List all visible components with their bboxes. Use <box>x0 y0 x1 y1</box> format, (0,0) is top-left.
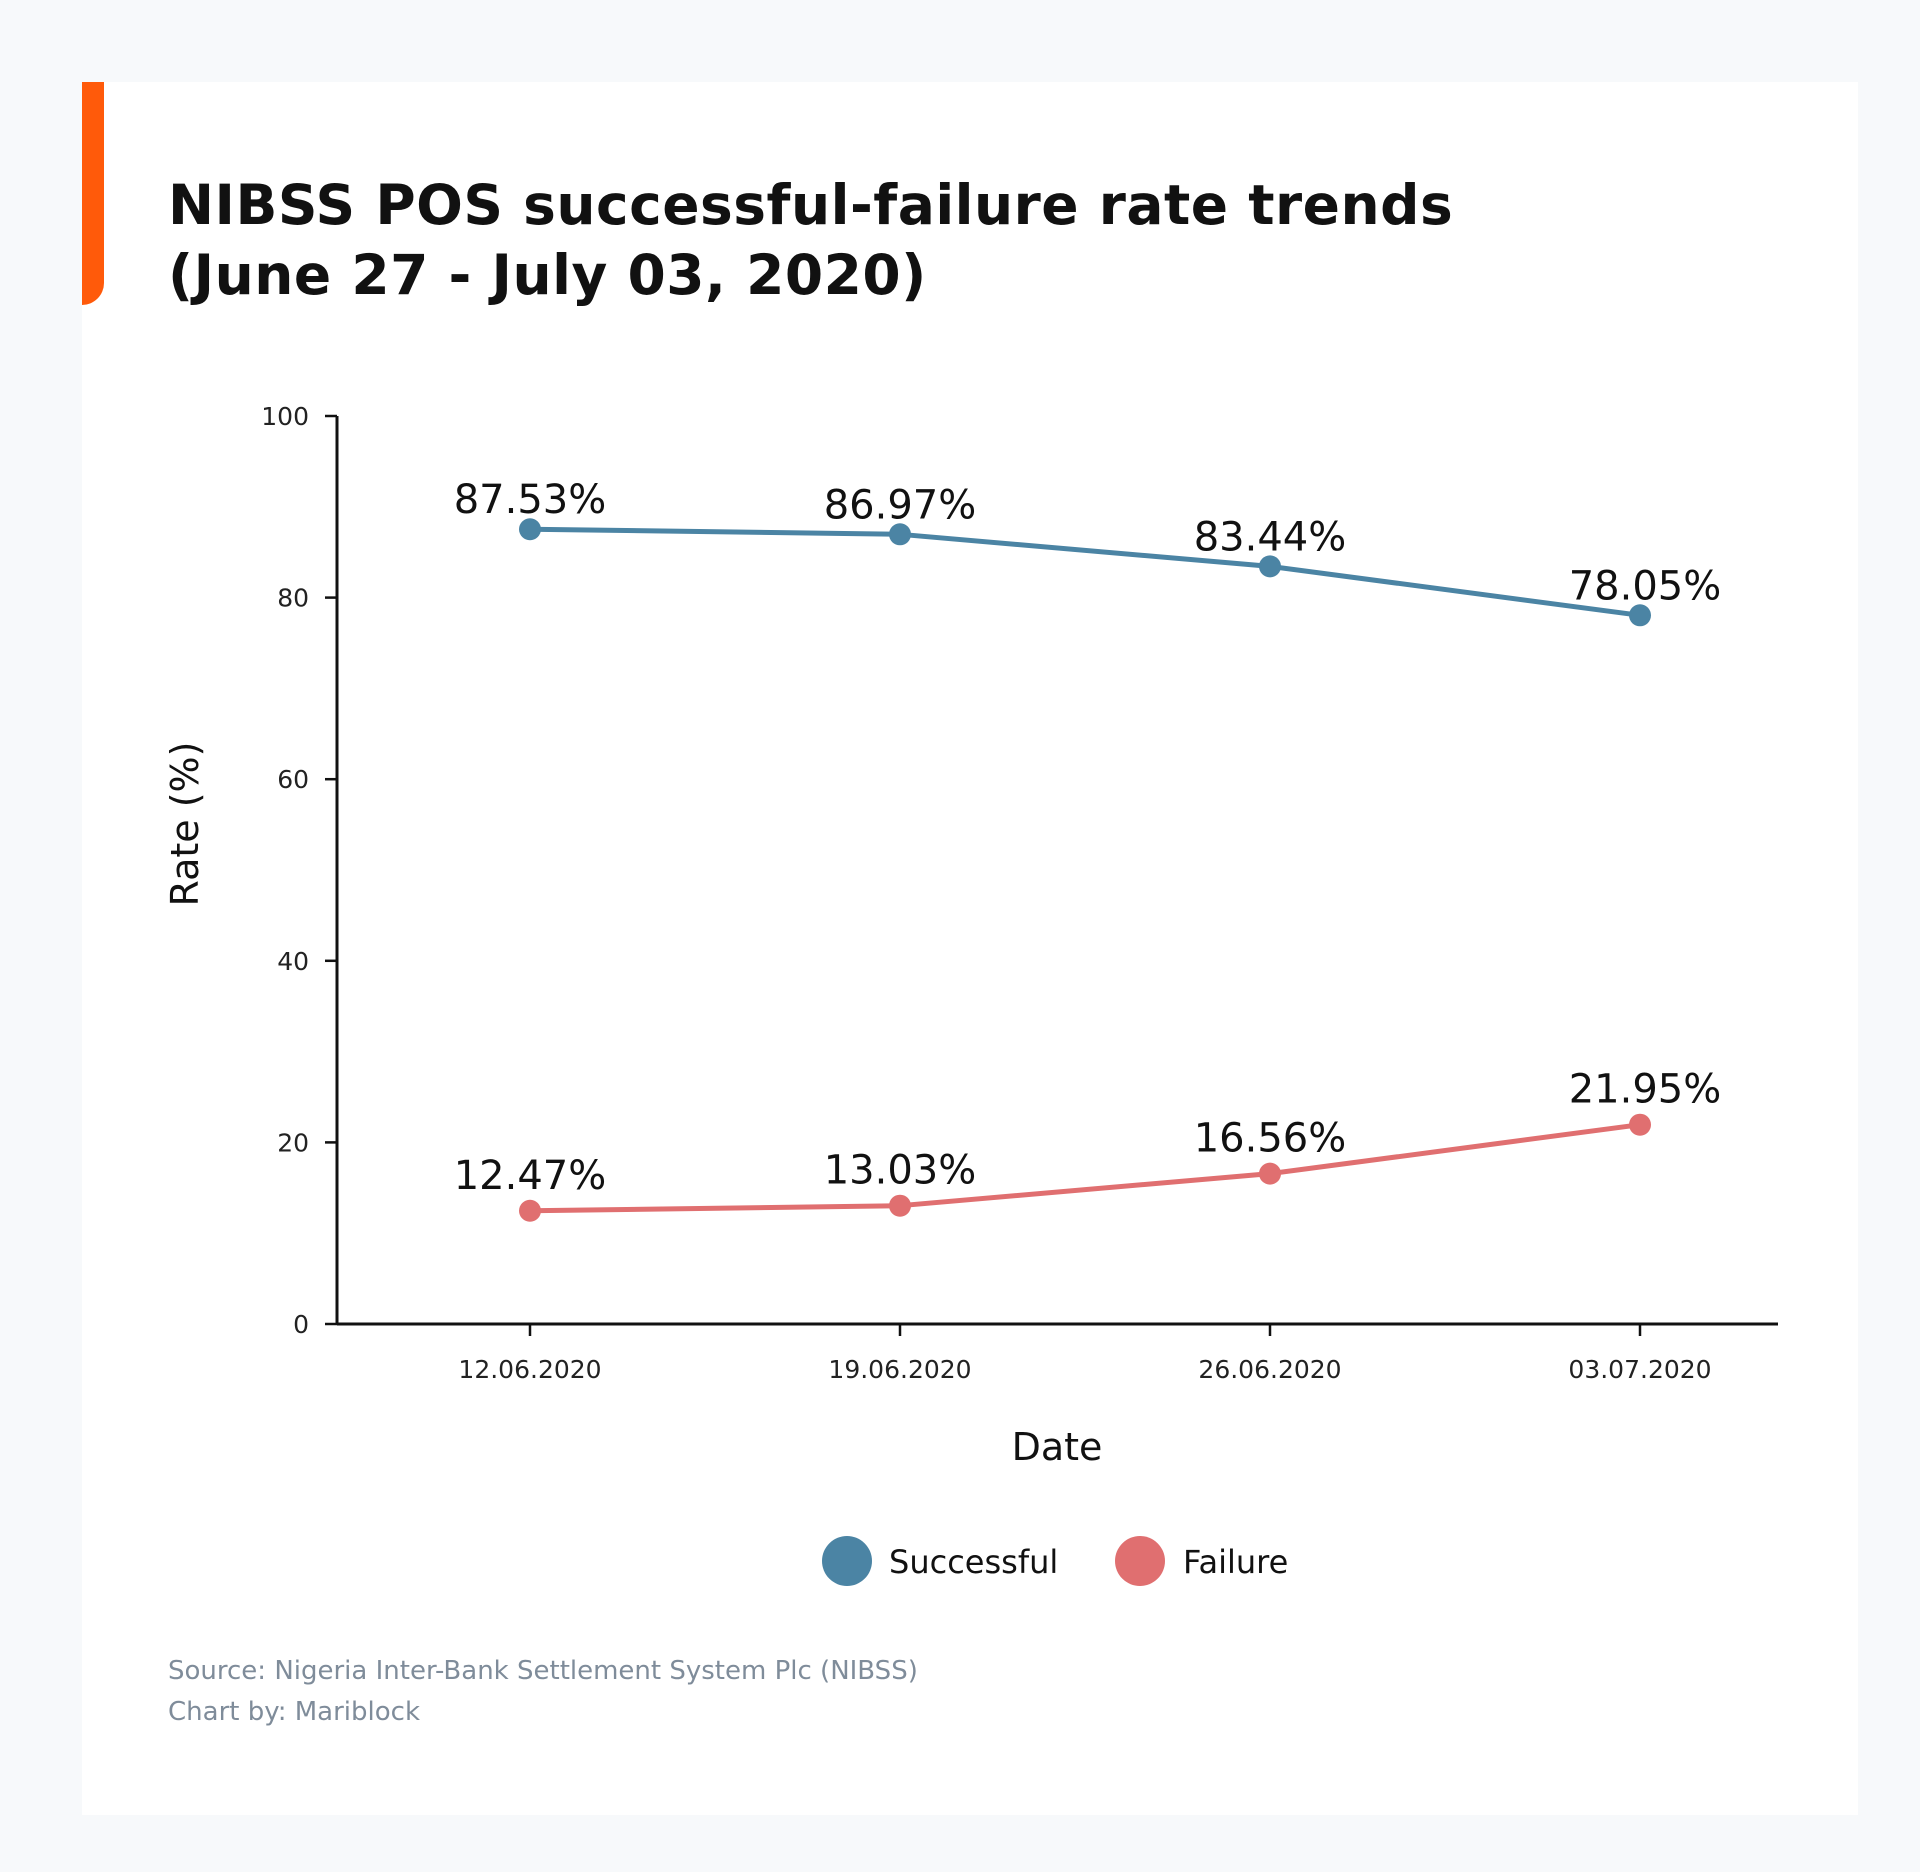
data-point <box>1629 1113 1651 1136</box>
data-point <box>1629 604 1651 627</box>
chart-title: NIBSS POS successful-failure rate trends… <box>168 170 1453 310</box>
data-point <box>519 518 541 541</box>
data-label: 87.53% <box>454 477 607 523</box>
data-label: 13.03% <box>824 1148 977 1194</box>
y-tick-label: 60 <box>277 765 309 794</box>
subtitle-line: (June 27 - July 03, 2020) <box>168 243 927 307</box>
data-label: 16.56% <box>1194 1116 1347 1162</box>
data-label: 12.47% <box>454 1153 607 1199</box>
data-point <box>519 1199 541 1222</box>
y-tick-label: 80 <box>277 584 309 613</box>
data-point <box>889 1194 911 1217</box>
legend-label: Failure <box>1183 1543 1288 1581</box>
series-line-failure <box>529 1122 1641 1214</box>
data-point <box>889 523 911 546</box>
series-line-successful <box>529 526 1641 618</box>
accent-bar <box>82 82 104 305</box>
data-point <box>1259 555 1281 578</box>
data-point <box>1259 1162 1281 1185</box>
x-tick-label: 19.06.2020 <box>828 1355 971 1384</box>
data-label: 86.97% <box>824 482 977 528</box>
source-note: Source: Nigeria Inter-Bank Settlement Sy… <box>168 1656 918 1686</box>
data-label: 83.44% <box>1194 514 1347 560</box>
y-tick-label: 40 <box>277 947 309 976</box>
x-tick-label: 12.06.2020 <box>458 1355 601 1384</box>
x-tick-label: 26.06.2020 <box>1198 1355 1341 1384</box>
title-line: NIBSS POS successful-failure rate trends <box>168 173 1454 237</box>
data-label: 78.05% <box>1569 563 1722 609</box>
legend-marker <box>822 1536 872 1586</box>
legend-marker <box>1115 1536 1165 1586</box>
data-label: 21.95% <box>1569 1067 1722 1113</box>
credit-note: Chart by: Mariblock <box>168 1697 421 1727</box>
y-tick-label: 0 <box>293 1310 309 1339</box>
legend-label: Successful <box>889 1543 1058 1581</box>
x-axis-label: Date <box>1012 1425 1103 1469</box>
y-tick-label: 20 <box>277 1128 309 1157</box>
y-axis-label: Rate (%) <box>163 742 207 907</box>
chart-card <box>82 82 1858 1815</box>
x-tick-label: 03.07.2020 <box>1568 1355 1711 1384</box>
y-tick-label: 100 <box>261 402 309 431</box>
